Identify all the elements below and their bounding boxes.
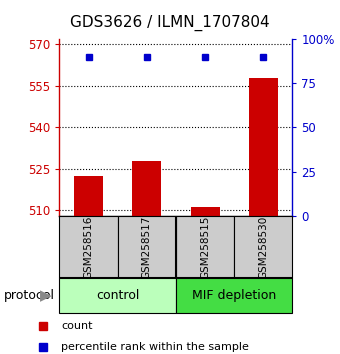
Bar <box>132 161 161 216</box>
Text: control: control <box>96 289 139 302</box>
Text: GSM258530: GSM258530 <box>258 215 268 279</box>
Text: count: count <box>61 321 92 331</box>
Text: GDS3626 / ILMN_1707804: GDS3626 / ILMN_1707804 <box>70 15 270 31</box>
Bar <box>59 216 118 278</box>
Text: GSM258517: GSM258517 <box>142 215 152 279</box>
Bar <box>118 216 176 278</box>
Bar <box>176 278 292 313</box>
Bar <box>176 216 234 278</box>
Text: percentile rank within the sample: percentile rank within the sample <box>61 342 249 352</box>
Text: GSM258515: GSM258515 <box>200 215 210 279</box>
Text: MIF depletion: MIF depletion <box>192 289 276 302</box>
Text: GSM258516: GSM258516 <box>84 215 94 279</box>
Text: protocol: protocol <box>3 289 54 302</box>
Bar <box>249 78 278 216</box>
Bar <box>74 176 103 216</box>
Bar <box>190 207 220 216</box>
Bar <box>234 216 292 278</box>
Bar <box>59 278 176 313</box>
Text: ▶: ▶ <box>40 288 52 303</box>
